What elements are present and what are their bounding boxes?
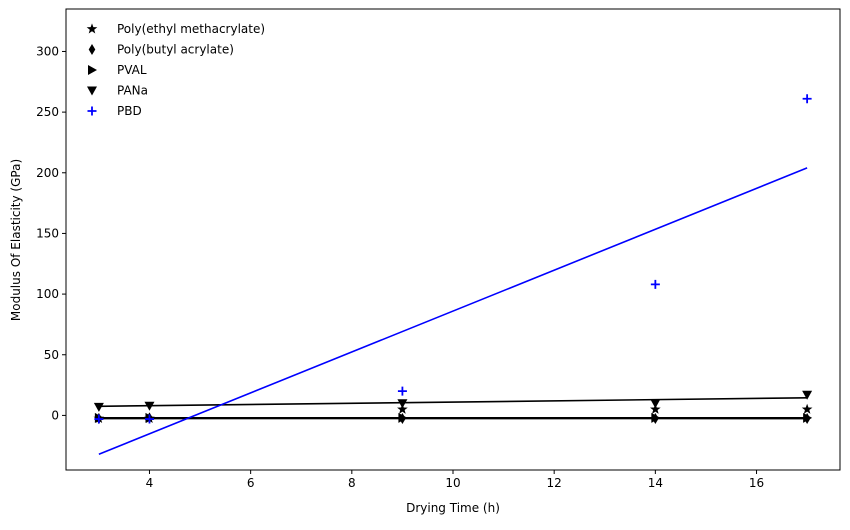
legend-marker-2 bbox=[88, 65, 97, 75]
x-tick-label-3: 10 bbox=[445, 476, 460, 490]
legend-marker-4 bbox=[88, 107, 97, 116]
y-tick-label-2: 100 bbox=[36, 287, 59, 301]
fit-line-3 bbox=[99, 398, 807, 406]
data-point-3-2 bbox=[397, 399, 407, 408]
data-point-0-4 bbox=[802, 404, 813, 414]
data-points-layer bbox=[94, 94, 813, 424]
y-tick-label-5: 250 bbox=[36, 105, 59, 119]
data-point-4-3 bbox=[651, 280, 660, 289]
legend-marker-1 bbox=[89, 44, 96, 55]
data-point-3-0 bbox=[94, 403, 104, 412]
legend-label-2: PVAL bbox=[117, 63, 147, 77]
x-axis-label: Drying Time (h) bbox=[406, 501, 500, 515]
y-axis-label: Modulus Of Elasticity (GPa) bbox=[9, 159, 23, 321]
y-tick-label-0: 0 bbox=[51, 408, 59, 422]
y-tick-label-1: 50 bbox=[44, 348, 59, 362]
legend-marker-3 bbox=[87, 87, 97, 96]
data-point-4-4 bbox=[803, 94, 812, 103]
x-tick-label-0: 4 bbox=[146, 476, 154, 490]
x-tick-label-2: 8 bbox=[348, 476, 356, 490]
x-tick-label-6: 16 bbox=[749, 476, 764, 490]
legend-label-3: PANa bbox=[117, 84, 148, 98]
data-point-4-2 bbox=[398, 387, 407, 396]
fit-lines-layer bbox=[99, 168, 807, 454]
x-tick-label-5: 14 bbox=[648, 476, 663, 490]
y-tick-label-4: 200 bbox=[36, 166, 59, 180]
y-tick-label-3: 150 bbox=[36, 226, 59, 240]
y-axis-ticks: 0 50 100 150 200 250 300 bbox=[36, 44, 66, 422]
fit-line-4 bbox=[99, 168, 807, 454]
legend-marker-0 bbox=[87, 23, 98, 33]
plot-frame bbox=[66, 9, 840, 470]
data-point-3-3 bbox=[650, 399, 660, 408]
x-tick-label-1: 6 bbox=[247, 476, 255, 490]
legend-label-0: Poly(ethyl methacrylate) bbox=[117, 22, 265, 36]
legend-label-1: Poly(butyl acrylate) bbox=[117, 43, 234, 57]
legend: Poly(ethyl methacrylate) Poly(butyl acryl… bbox=[87, 22, 265, 118]
x-tick-label-4: 12 bbox=[547, 476, 562, 490]
x-axis-ticks: 4 6 8 10 12 14 16 bbox=[146, 470, 765, 490]
y-tick-label-6: 300 bbox=[36, 44, 59, 58]
legend-label-4: PBD bbox=[117, 104, 142, 118]
